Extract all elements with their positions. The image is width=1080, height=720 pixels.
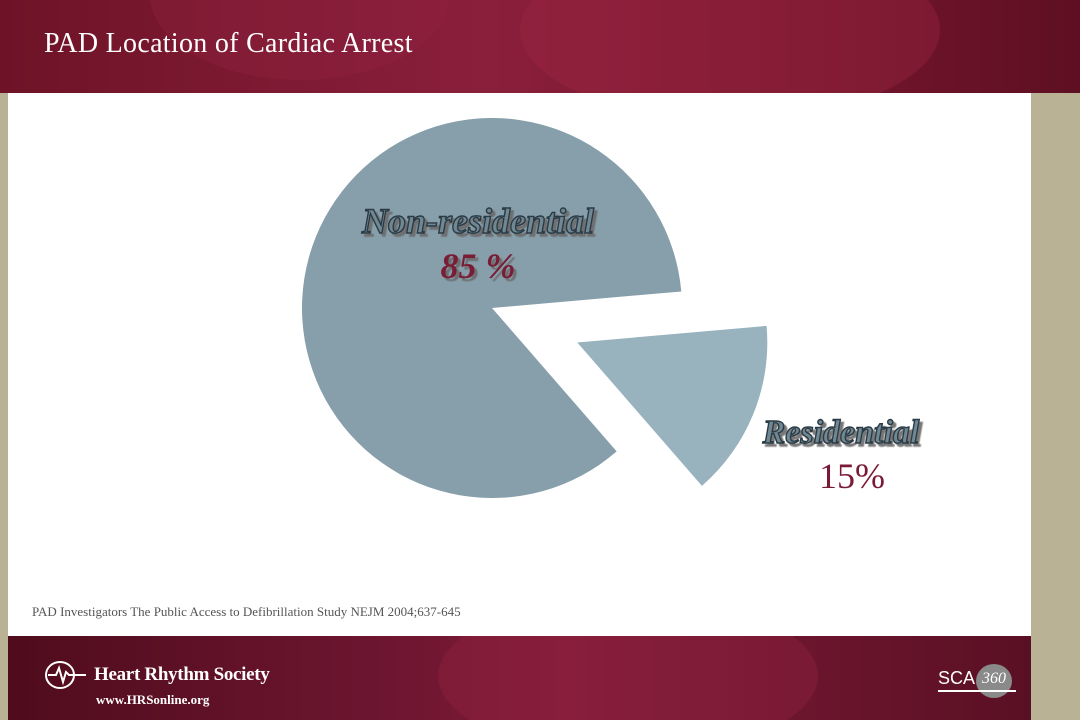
sca-logo-text: SCA <box>938 668 976 688</box>
footer-banner <box>8 636 1031 720</box>
pie-slice-residential <box>577 325 768 486</box>
badge-circle-icon <box>976 664 1012 698</box>
source-citation: PAD Investigators The Public Access to D… <box>32 604 461 619</box>
brand-url: www.HRSonline.org <box>96 692 210 707</box>
page-title: PAD Location of Cardiac Arrest <box>44 28 413 59</box>
slice-value-non-residential: 85 % <box>441 246 516 286</box>
sca-logo-number: 360 <box>982 670 1006 687</box>
slice-value-residential: 15% <box>819 456 885 496</box>
side-strip <box>1031 93 1080 720</box>
heart-globe-icon <box>45 661 86 689</box>
pie-slice-non-residential <box>302 118 682 499</box>
slice-label-residential: Residential <box>762 414 920 451</box>
brand-name: Heart Rhythm Society <box>94 664 270 685</box>
slice-label-non-residential: Non-residential <box>361 201 594 241</box>
header-banner: PAD Location of Cardiac Arrest <box>0 0 1080 93</box>
sca-360-logo: SCA 360 <box>938 662 1022 698</box>
